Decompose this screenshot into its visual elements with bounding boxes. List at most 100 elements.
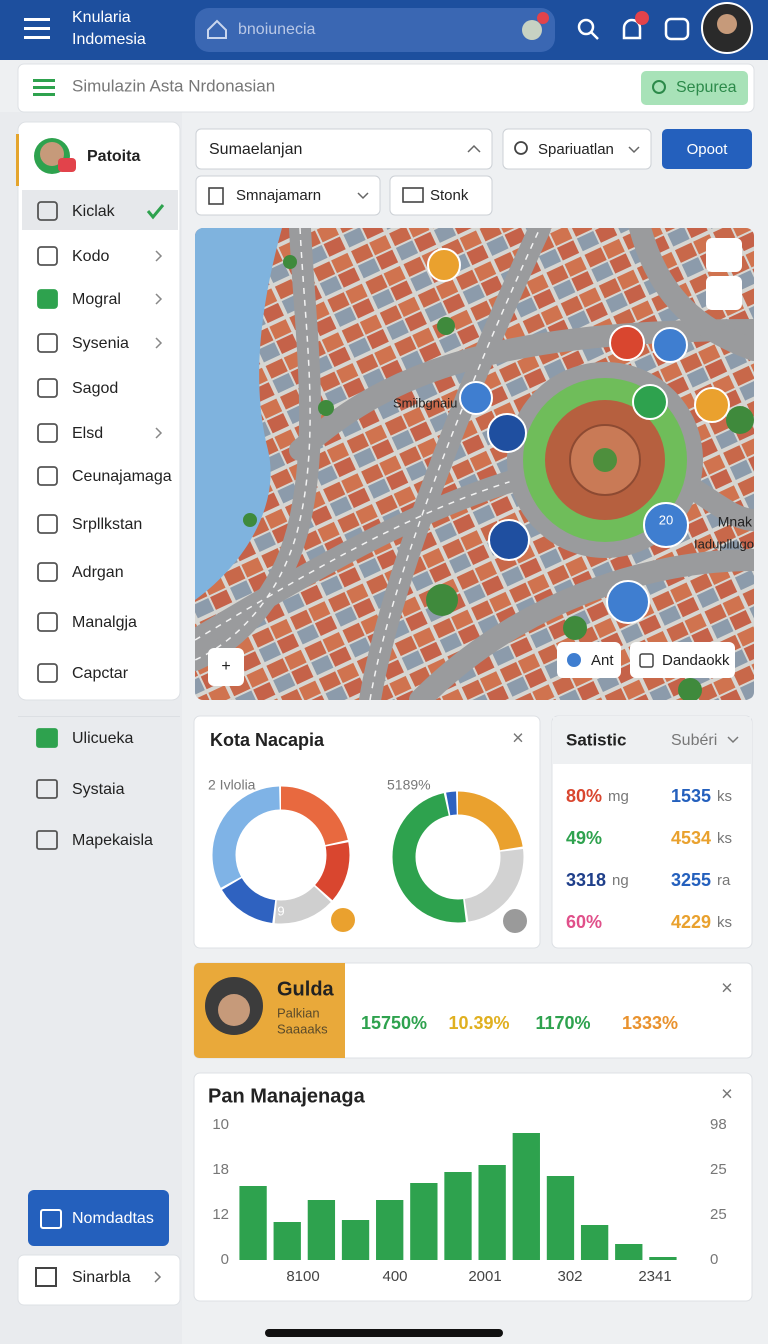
bar [512, 1133, 540, 1260]
map-control-icon: + [221, 658, 230, 675]
profile-badge [58, 158, 76, 172]
button-icon [567, 653, 581, 667]
toolbar [17, 63, 755, 113]
map-button[interactable] [630, 642, 735, 678]
app-name: Indomesia [72, 31, 146, 48]
header-icons[interactable] [577, 17, 690, 41]
chevron [727, 736, 739, 744]
item-icon [36, 728, 58, 748]
banner-line: Saaaaks [277, 1021, 328, 1036]
sidebar-item[interactable]: Kodo [72, 248, 109, 265]
close-button[interactable]: × [721, 977, 733, 999]
sidebar-item[interactable]: Kiclak [72, 203, 116, 220]
stat-value: 3318 [566, 870, 606, 890]
chevron [154, 1271, 162, 1283]
search-box[interactable] [195, 8, 555, 52]
button-icon [40, 1209, 62, 1229]
card-title: Kota Nacapia [210, 730, 325, 750]
map-button-label: Dandaokk [662, 652, 730, 669]
sidebar-item[interactable]: Mapekaisla [72, 832, 153, 849]
stat-value: 3255 [671, 870, 711, 890]
toolbar-menu[interactable] [33, 79, 55, 96]
badge [503, 909, 527, 933]
x-tick-label: 400 [382, 1268, 407, 1285]
banner-value: 1333% [622, 1013, 678, 1033]
card-title: Satistic [566, 730, 626, 749]
stats-card [551, 715, 753, 949]
donut-segment [392, 791, 524, 923]
sidebar-item[interactable]: Manalgja [72, 614, 137, 631]
close-button[interactable]: × [721, 1083, 733, 1105]
stats-dropdown[interactable]: Subéri [671, 732, 717, 749]
bar [341, 1220, 370, 1260]
sidebar-item[interactable]: Sysenia [72, 335, 129, 352]
home-icon [207, 19, 227, 39]
sidebar-item[interactable]: Adrgan [72, 564, 124, 581]
y2-tick-label: 98 [710, 1116, 727, 1133]
item-icon [37, 289, 58, 309]
banner-face [218, 994, 250, 1026]
item-icon [208, 187, 224, 205]
sidebar-item[interactable]: Capctar [72, 665, 129, 682]
stat-value: 4534 [671, 828, 711, 848]
close-button[interactable]: × [512, 727, 524, 749]
map-label: Iadupllugo [694, 536, 754, 551]
sidebar-bottom-label: Sinarbla [72, 1269, 131, 1286]
primary-button-label: Opoot [687, 141, 729, 158]
dropdown[interactable] [195, 128, 493, 170]
dropdown-label: Spariuatlan [538, 141, 614, 158]
marker-label: 20 [659, 512, 673, 527]
chart-title: Pan Manajenaga [208, 1085, 366, 1107]
item-icon [37, 378, 58, 398]
sidebar-bottom[interactable] [17, 1254, 181, 1306]
badge [635, 11, 649, 25]
item-icon [37, 663, 58, 683]
chevron [357, 192, 369, 200]
sidebar-card [17, 121, 181, 701]
stat-unit: ks [717, 788, 732, 805]
button-icon [639, 653, 654, 668]
sidebar-item[interactable]: Sagod [72, 380, 118, 397]
bar [615, 1244, 643, 1260]
sidebar-item[interactable]: Ulicueka [72, 730, 133, 747]
map-button[interactable] [557, 642, 621, 678]
badge [537, 12, 549, 24]
y-tick-label: 0 [221, 1251, 229, 1268]
chevron [155, 337, 163, 349]
map-control[interactable] [208, 648, 244, 686]
sidebar-item[interactable]: Mogral [72, 291, 121, 308]
dropdown[interactable] [502, 128, 652, 170]
item-icon [402, 187, 424, 203]
item-icon [37, 333, 58, 353]
sidebar-item[interactable]: Ceunajamaga [72, 468, 172, 485]
map[interactable] [195, 228, 754, 702]
stat-value: 80% [566, 786, 602, 806]
search-badge [522, 20, 542, 40]
button-icon [652, 80, 666, 94]
toolbar-button[interactable] [641, 71, 748, 105]
donut-segment [212, 786, 350, 924]
item-icon [37, 562, 58, 582]
map-control[interactable] [706, 238, 742, 272]
sidebar-item[interactable]: Srpllkstan [72, 516, 142, 533]
secondary-button[interactable] [389, 175, 493, 216]
sidebar-item[interactable]: Systaia [72, 781, 125, 798]
sidebar-button[interactable] [28, 1190, 169, 1246]
item-icon [37, 201, 58, 221]
primary-button[interactable] [662, 129, 752, 169]
profile-face [40, 142, 64, 166]
donut-center-label: 9 [277, 903, 284, 918]
toolbar-title: Simulazin Asta Nrdonasian [72, 76, 275, 95]
donut-card [193, 715, 541, 949]
banner-name: Gulda [277, 978, 335, 1000]
banner-value: 10.39% [448, 1013, 509, 1033]
donut-label: 5189% [387, 777, 431, 793]
dropdown[interactable] [195, 175, 381, 216]
map-control[interactable] [706, 276, 742, 310]
menu-icon[interactable] [24, 18, 50, 39]
y-tick-label: 12 [212, 1206, 229, 1223]
bar [376, 1200, 404, 1260]
sidebar-item[interactable]: Elsd [72, 425, 103, 442]
donut-segment [212, 786, 350, 924]
